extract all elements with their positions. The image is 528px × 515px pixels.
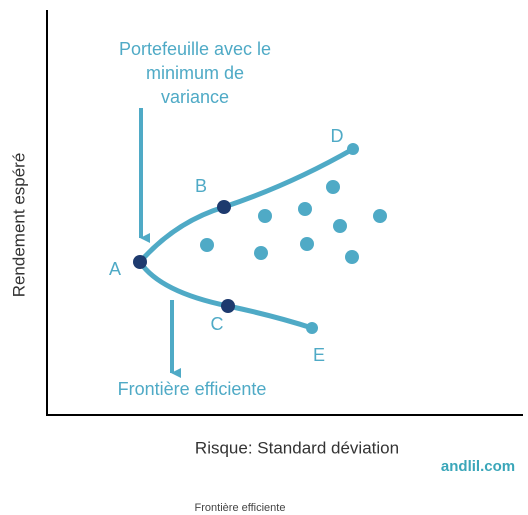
watermark: andlil.com bbox=[441, 458, 515, 475]
point-label: E bbox=[313, 345, 325, 365]
frontier-upper bbox=[138, 146, 355, 264]
point-label: A bbox=[109, 259, 121, 279]
x-axis-label: Risque: Standard déviation bbox=[195, 438, 399, 457]
caption: Frontière efficiente bbox=[195, 502, 286, 514]
portfolios bbox=[200, 143, 387, 334]
annotation: Frontière efficiente bbox=[118, 379, 267, 399]
point-label: B bbox=[195, 176, 207, 196]
key-points bbox=[133, 200, 235, 313]
point-label: C bbox=[211, 314, 224, 334]
annotation: variance bbox=[161, 87, 229, 107]
point-label: D bbox=[331, 126, 344, 146]
annotation: Portefeuille avec le bbox=[119, 39, 271, 59]
y-axis-label: Rendement espéré bbox=[9, 153, 28, 298]
frontier-lower bbox=[137, 260, 313, 331]
annotation: minimum de bbox=[146, 63, 244, 83]
